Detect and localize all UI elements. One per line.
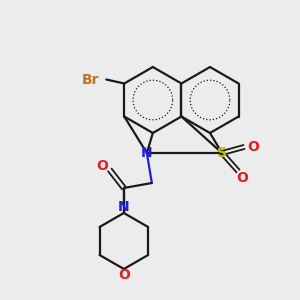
Text: O: O xyxy=(247,140,259,154)
Text: O: O xyxy=(236,171,248,185)
Text: O: O xyxy=(118,268,130,282)
Text: N: N xyxy=(141,146,153,160)
Text: S: S xyxy=(217,146,227,160)
Text: Br: Br xyxy=(82,73,99,86)
Text: N: N xyxy=(118,200,130,214)
Text: O: O xyxy=(96,159,108,173)
